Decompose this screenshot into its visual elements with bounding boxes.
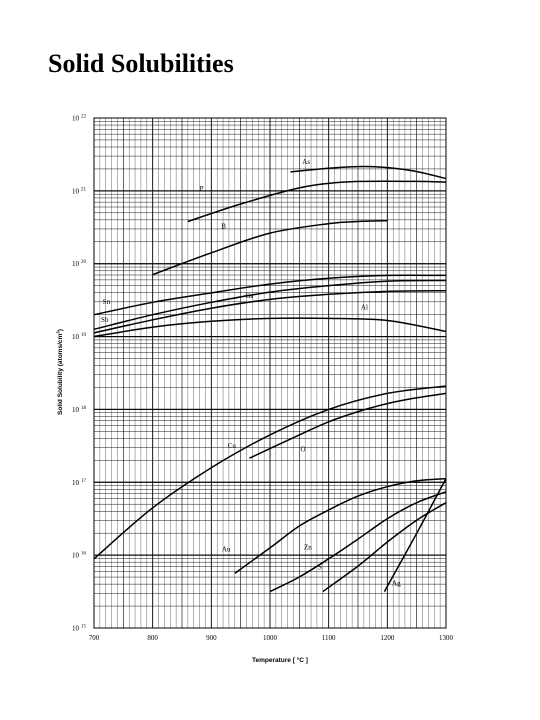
curve-label-al: Al [361,304,368,312]
curve-ga [93,279,447,331]
y-tick-label: 10 21 [72,187,87,195]
curve-label-o: O [301,446,306,454]
curve-al [93,289,447,334]
curve-label-ga: Ga [245,292,254,300]
x-tick-label: 800 [147,634,158,642]
curve-label-au: Au [222,546,231,554]
x-tick-label: 900 [206,634,217,642]
y-tick-label: 10 17 [72,479,87,487]
y-tick-label: 10 20 [72,260,87,268]
x-tick-label: 1200 [380,634,395,642]
curve-label-ag: Ag [392,580,401,588]
curve-label-sb: Sb [101,316,109,324]
curve-o [249,392,447,459]
x-axis-title: Temperature [ °C ] [252,656,308,664]
x-tick-label: 700 [89,634,100,642]
x-tick-label: 1100 [322,634,336,642]
page-title: Solid Solubilities [48,49,234,78]
curve-sn [93,274,447,316]
curve-s [322,502,447,593]
curve-cu [93,385,447,560]
y-tick-label: 10 15 [72,625,87,633]
curve-label-p: P [200,185,204,193]
chart-grid [93,117,447,629]
curve-label-s: S [318,564,322,572]
curve-ag [383,478,447,592]
y-tick-label: 10 19 [72,333,87,341]
x-tick-labels: 700 800 900 1000 1100 1200 1300 [89,634,454,642]
plot-frame [93,117,447,629]
curve-labels: As P B Sn Ga Al Sb Cu O Au Zn S Ag [101,158,401,588]
chart-curves [93,165,447,593]
x-tick-label: 1000 [263,634,278,642]
curve-zn [269,491,447,593]
curve-label-b: B [221,223,226,231]
y-tick-label: 10 16 [72,552,87,560]
curve-sb [93,317,447,338]
curve-label-zn: Zn [304,543,312,551]
curve-label-cu: Cu [228,442,237,450]
curve-p [187,180,447,223]
curve-label-sn: Sn [103,298,111,306]
y-tick-label: 10 22 [72,115,87,123]
y-axis-title: Solid Solubility (atoms/cm3) [56,329,65,415]
curve-au [234,477,447,575]
curve-label-as: As [302,158,310,166]
y-tick-label: 10 18 [72,406,87,414]
curve-as [290,165,447,180]
x-tick-label: 1300 [439,634,454,642]
curve-b [152,219,388,276]
